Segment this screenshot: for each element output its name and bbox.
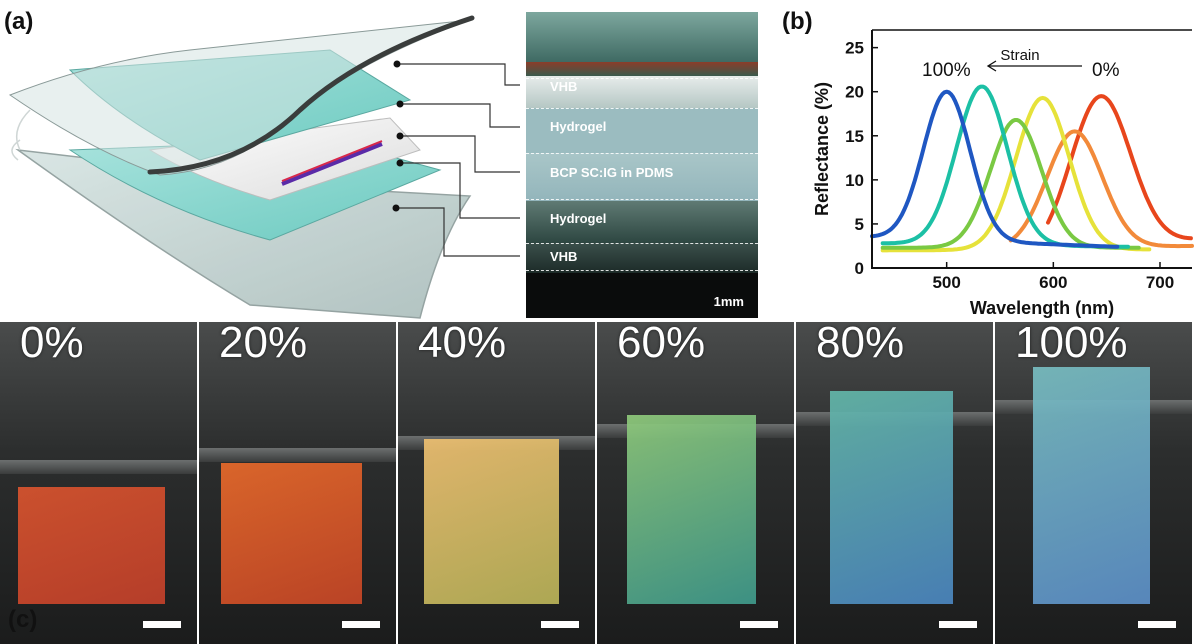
- series-line-4: [880, 118, 1141, 250]
- strain-annotation-right: 0%: [1092, 60, 1120, 81]
- top-vhb-edge: [147, 15, 475, 175]
- strain-label: 80%: [816, 322, 905, 367]
- clamp-bar: [199, 448, 396, 462]
- x-tick-label: 500: [932, 273, 960, 292]
- panel-label-b: (b): [782, 8, 813, 35]
- scale-bar: [541, 621, 579, 628]
- layer-label-vhb-top: VHB: [550, 79, 578, 94]
- y-axis-label: Reflectance (%): [812, 82, 832, 216]
- photonic-sample: [830, 391, 953, 604]
- strain-label: 20%: [219, 322, 308, 367]
- layer-label-vhb-bottom: VHB: [550, 249, 578, 264]
- x-axis-label: Wavelength (nm): [970, 298, 1114, 318]
- scale-bar: [740, 621, 778, 628]
- reflectance-chart: 0 5 10 15 20 25 500 600 700 Wavelength (nm) Reflec…: [812, 29, 1194, 318]
- panel-c: 0% 20% 40% 60% 80% 100%: [0, 322, 1194, 644]
- cross-section-image: VHB Hydrogel BCP SC:IG in PDMS Hydrogel …: [526, 12, 758, 318]
- layer-label-hydrogel-bottom: Hydrogel: [550, 211, 607, 226]
- photonic-sample: [221, 463, 362, 604]
- strain-label: 40%: [418, 322, 507, 367]
- layer-label-bcp: BCP SC:IG in PDMS: [550, 165, 674, 180]
- strain-photo-4: 60%: [597, 322, 794, 644]
- clamp-bar: [0, 460, 197, 474]
- strain-annotation-arrow-label: Strain: [1000, 47, 1039, 64]
- layer-stack-schematic: [8, 15, 520, 319]
- y-tick-label: 0: [855, 259, 864, 278]
- scale-bar: [342, 621, 380, 628]
- panel-a: (a): [0, 0, 780, 322]
- photonic-sample: [424, 439, 559, 604]
- photonic-sample: [18, 487, 165, 604]
- strain-photo-3: 40%: [398, 322, 595, 644]
- strain-photo-6: 100%: [995, 322, 1192, 644]
- y-tick-label: 25: [845, 39, 864, 58]
- y-tick-label: 15: [845, 127, 864, 146]
- series-line-6: [870, 89, 1120, 249]
- series-line-3: [880, 95, 1152, 253]
- series-line-1: [1046, 94, 1193, 241]
- y-tick-label: 10: [845, 171, 864, 190]
- strain-photo-5: 80%: [796, 322, 993, 644]
- scale-bar: [939, 621, 977, 628]
- x-tick-label: 700: [1146, 273, 1174, 292]
- lead-wire: [11, 109, 31, 161]
- strain-photo-2: 20%: [199, 322, 396, 644]
- panel-label-a: (a): [4, 8, 34, 35]
- strain-arrow: [986, 60, 1082, 72]
- x-tick-label: 600: [1039, 273, 1067, 292]
- scale-bar-label: 1mm: [713, 294, 744, 309]
- y-tick-label: 20: [845, 83, 864, 102]
- bcp-stripe: [281, 142, 383, 186]
- panel-label-c: (c): [8, 606, 38, 633]
- strain-annotation-left: 100%: [922, 60, 971, 81]
- scale-bar: [143, 621, 181, 628]
- scale-bar: [1138, 621, 1176, 628]
- photonic-sample: [1033, 367, 1150, 604]
- panel-b: (b) 0 5 10 15 20 25 500 600 700 Wavelength (nm) Re…: [780, 0, 1194, 322]
- strain-label: 0%: [20, 322, 84, 367]
- strain-label: 100%: [1015, 322, 1128, 367]
- leader-lines: [396, 63, 520, 257]
- y-tick-label: 5: [855, 215, 864, 234]
- strain-photo-1: 0%: [0, 322, 197, 644]
- series-line-2: [1008, 129, 1194, 249]
- layer-label-hydrogel-top: Hydrogel: [550, 119, 607, 134]
- photonic-sample: [627, 415, 756, 604]
- strain-label: 60%: [617, 322, 706, 367]
